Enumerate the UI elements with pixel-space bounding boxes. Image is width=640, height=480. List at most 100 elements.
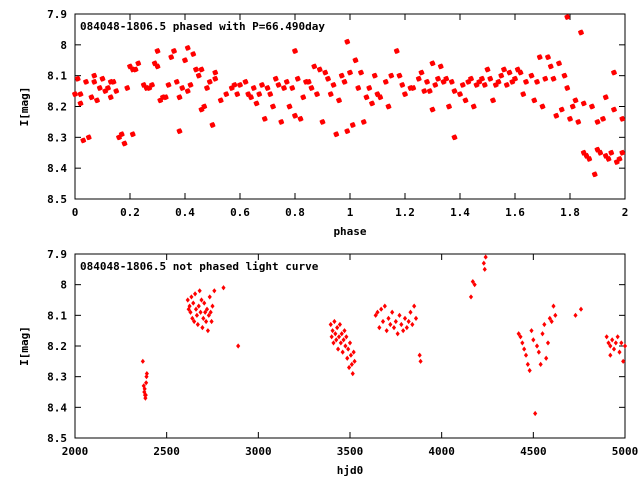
data-point [194, 312, 199, 318]
data-point [536, 54, 543, 61]
data-point [523, 352, 529, 358]
data-point [341, 337, 346, 343]
data-point [518, 334, 523, 340]
data-point [506, 69, 513, 76]
data-point [334, 337, 339, 343]
data-point [611, 69, 617, 76]
data-point [333, 331, 338, 337]
data-point [379, 306, 384, 312]
data-point [432, 82, 439, 88]
data-point [602, 94, 609, 101]
data-point [347, 364, 352, 371]
data-point [538, 361, 543, 367]
data-point [348, 352, 353, 358]
y-tick-label: 8.1 [47, 309, 67, 322]
y-tick-label: 8.3 [47, 131, 67, 144]
data-point [451, 134, 458, 141]
data-point [525, 361, 530, 367]
data-point [327, 91, 334, 98]
data-point [248, 94, 254, 101]
data-point [259, 82, 265, 88]
data-point [191, 300, 196, 306]
data-point [580, 100, 587, 107]
phased-light-curve-panel: 084048-1806.5 phased with P=66.490day I[… [18, 8, 628, 238]
data-point [201, 103, 208, 110]
y-tick-label: 7.9 [47, 248, 67, 261]
data-point [523, 78, 529, 85]
y-tick-label: 8.4 [47, 162, 67, 175]
data-point [193, 306, 199, 312]
data-point [121, 140, 128, 147]
data-point [606, 340, 611, 346]
data-point [448, 78, 455, 85]
data-point [363, 94, 370, 101]
data-point [468, 75, 474, 82]
data-point [176, 94, 183, 101]
data-point [195, 321, 200, 328]
data-point [347, 69, 353, 76]
data-point [377, 94, 384, 101]
data-point [399, 321, 404, 328]
data-point [366, 85, 373, 91]
data-point [105, 85, 111, 91]
data-point [198, 66, 205, 73]
data-point [242, 78, 249, 85]
data-point [340, 349, 345, 355]
data-point [622, 343, 628, 349]
chart-title-unphased: 084048-1806.5 not phased light curve [80, 260, 319, 273]
data-point [402, 91, 408, 98]
data-point [80, 137, 87, 144]
data-point [135, 60, 142, 67]
data-point [369, 100, 375, 107]
data-point [531, 337, 536, 343]
data-point [426, 88, 433, 94]
data-point [443, 75, 450, 82]
data-point [498, 72, 505, 79]
data-point [193, 66, 199, 73]
data-point [542, 321, 547, 328]
data-point [578, 29, 584, 36]
data-point [168, 54, 175, 61]
data-point [184, 88, 191, 94]
data-point [451, 88, 458, 94]
x-tick-label: 4000 [428, 445, 455, 458]
data-point [292, 112, 298, 119]
data-point [544, 355, 549, 361]
data-point [91, 72, 98, 79]
data-point [91, 78, 98, 85]
data-point [550, 75, 557, 82]
data-point [275, 82, 282, 88]
data-point [94, 97, 100, 104]
data-point [569, 103, 576, 110]
x-tick-label: 3000 [245, 445, 272, 458]
data-point [384, 328, 389, 334]
data-point [604, 334, 609, 340]
data-point [490, 97, 496, 104]
data-point [589, 103, 595, 110]
data-point [355, 85, 362, 91]
data-point [206, 312, 211, 318]
data-point [217, 97, 224, 104]
data-point [223, 91, 230, 98]
data-point [399, 82, 406, 88]
data-point [342, 328, 347, 334]
data-point [77, 100, 84, 107]
data-point [283, 78, 290, 85]
data-point [468, 294, 474, 300]
data-point [110, 78, 117, 85]
data-point [203, 309, 208, 315]
data-point [187, 82, 194, 88]
data-point [294, 75, 301, 82]
data-point [528, 72, 535, 79]
data-point [187, 303, 192, 309]
data-point [619, 115, 626, 122]
data-point [472, 282, 477, 288]
x-tick-label: 3500 [337, 445, 364, 458]
data-point [517, 69, 524, 76]
y-axis-label-unphased: I[mag] [18, 326, 31, 366]
data-point [556, 60, 562, 67]
data-point [512, 75, 518, 82]
data-point [457, 91, 463, 98]
data-point [190, 315, 195, 321]
data-point [547, 63, 554, 70]
